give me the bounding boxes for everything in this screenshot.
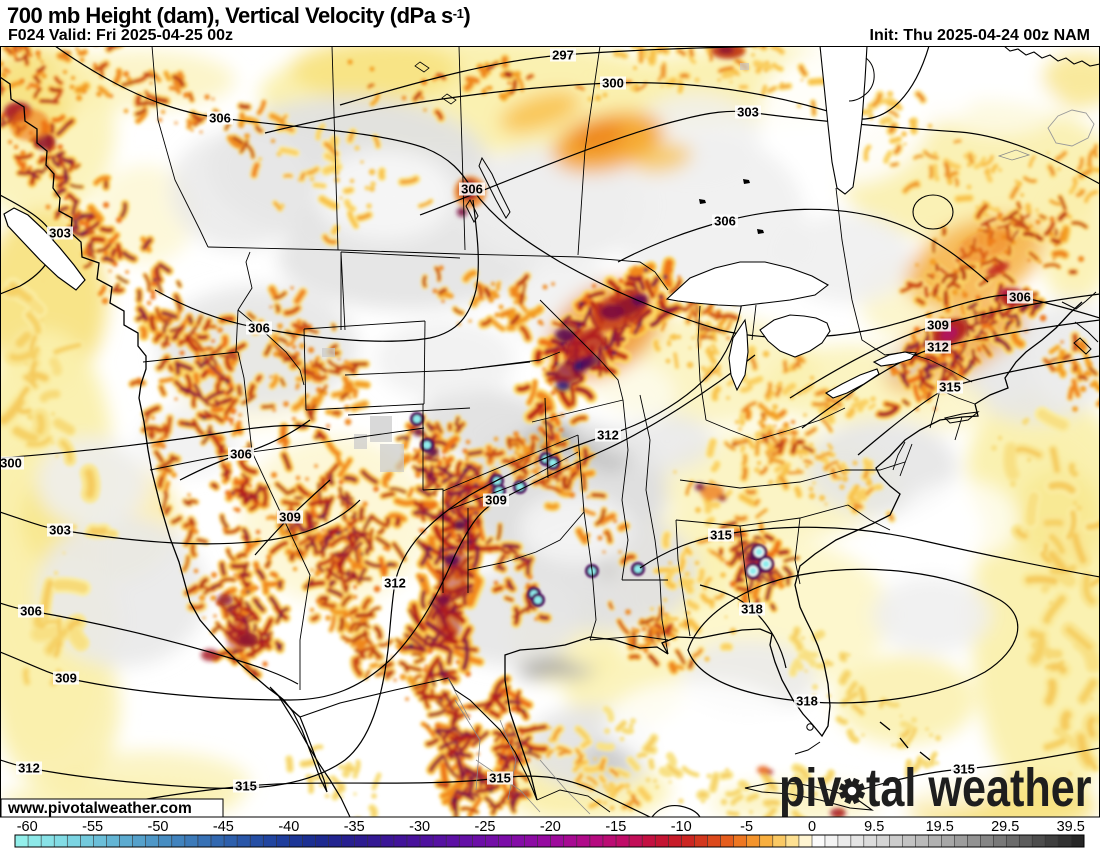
svg-text:39.5: 39.5 <box>1057 819 1085 835</box>
svg-text:9.5: 9.5 <box>864 819 884 835</box>
svg-text:-60: -60 <box>17 819 38 835</box>
svg-text:306: 306 <box>248 321 270 336</box>
svg-text:-45: -45 <box>213 819 234 835</box>
svg-text:-50: -50 <box>148 819 169 835</box>
svg-text:297: 297 <box>552 48 574 63</box>
svg-text:309: 309 <box>55 671 77 686</box>
svg-text:www.pivotalweather.com: www.pivotalweather.com <box>7 800 192 817</box>
svg-text:300: 300 <box>0 456 22 471</box>
svg-text:300: 300 <box>602 76 624 91</box>
svg-text:-40: -40 <box>278 819 299 835</box>
svg-text:-30: -30 <box>409 819 430 835</box>
svg-text:318: 318 <box>741 602 763 617</box>
svg-text:303: 303 <box>49 226 71 241</box>
svg-text:309: 309 <box>485 493 507 508</box>
svg-text:-5: -5 <box>740 819 753 835</box>
svg-text:306: 306 <box>714 214 736 229</box>
svg-text:piv: piv <box>779 759 841 819</box>
svg-text:tal weather: tal weather <box>866 759 1092 819</box>
svg-text:303: 303 <box>49 523 71 538</box>
svg-text:312: 312 <box>384 576 406 591</box>
svg-text:-10: -10 <box>671 819 692 835</box>
svg-text:-20: -20 <box>540 819 561 835</box>
svg-text:315: 315 <box>939 380 961 395</box>
svg-text:-55: -55 <box>82 819 103 835</box>
svg-text:19.5: 19.5 <box>926 819 954 835</box>
svg-text:29.5: 29.5 <box>991 819 1019 835</box>
svg-text:312: 312 <box>18 761 40 776</box>
svg-text:309: 309 <box>279 510 301 525</box>
svg-text:315: 315 <box>235 779 257 794</box>
svg-text:-25: -25 <box>475 819 496 835</box>
svg-text:312: 312 <box>927 340 949 355</box>
svg-text:309: 309 <box>927 318 949 333</box>
svg-text:315: 315 <box>953 762 975 777</box>
svg-text:318: 318 <box>796 694 818 709</box>
svg-text:306: 306 <box>230 447 252 462</box>
svg-text:-15: -15 <box>605 819 626 835</box>
svg-text:306: 306 <box>461 182 483 197</box>
svg-text:306: 306 <box>20 604 42 619</box>
svg-text:303: 303 <box>737 105 759 120</box>
svg-text:-35: -35 <box>344 819 365 835</box>
svg-text:315: 315 <box>489 771 511 786</box>
svg-text:312: 312 <box>597 428 619 443</box>
svg-text:0: 0 <box>808 819 816 835</box>
svg-text:315: 315 <box>710 528 732 543</box>
svg-text:306: 306 <box>209 111 231 126</box>
svg-text:306: 306 <box>1009 290 1031 305</box>
